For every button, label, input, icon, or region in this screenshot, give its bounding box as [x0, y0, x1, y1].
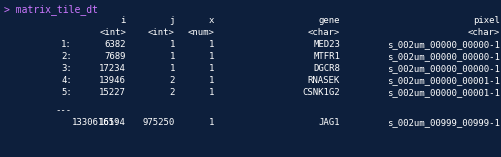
Text: 1: 1 — [208, 40, 213, 49]
Text: MED23: MED23 — [313, 40, 339, 49]
Text: pixel: pixel — [472, 16, 499, 25]
Text: s_002um_00000_00001-1: s_002um_00000_00001-1 — [386, 88, 499, 97]
Text: JAG1: JAG1 — [318, 118, 339, 127]
Text: 1: 1 — [208, 64, 213, 73]
Text: MTFR1: MTFR1 — [313, 52, 339, 61]
Text: 1: 1 — [208, 76, 213, 85]
Text: <int>: <int> — [148, 28, 175, 37]
Text: 2: 2 — [169, 88, 175, 97]
Text: 2:: 2: — [61, 52, 72, 61]
Text: CSNK1G2: CSNK1G2 — [302, 88, 339, 97]
Text: 1: 1 — [169, 64, 175, 73]
Text: 7689: 7689 — [104, 52, 126, 61]
Text: <num>: <num> — [187, 28, 213, 37]
Text: 16594: 16594 — [99, 118, 126, 127]
Text: s_002um_00999_00999-1: s_002um_00999_00999-1 — [386, 118, 499, 127]
Text: 975250: 975250 — [142, 118, 175, 127]
Text: 6382: 6382 — [104, 40, 126, 49]
Text: <int>: <int> — [99, 28, 126, 37]
Text: x: x — [208, 16, 213, 25]
Text: 2: 2 — [169, 76, 175, 85]
Text: <char>: <char> — [307, 28, 339, 37]
Text: > matrix_tile_dt: > matrix_tile_dt — [4, 4, 98, 15]
Text: i: i — [120, 16, 126, 25]
Text: 1: 1 — [208, 118, 213, 127]
Text: DGCR8: DGCR8 — [313, 64, 339, 73]
Text: gene: gene — [318, 16, 339, 25]
Text: s_002um_00000_00000-1: s_002um_00000_00000-1 — [386, 52, 499, 61]
Text: 1:: 1: — [61, 40, 72, 49]
Text: RNASEK: RNASEK — [307, 76, 339, 85]
Text: 4:: 4: — [61, 76, 72, 85]
Text: 15227: 15227 — [99, 88, 126, 97]
Text: j: j — [169, 16, 175, 25]
Text: s_002um_00000_00001-1: s_002um_00000_00001-1 — [386, 76, 499, 85]
Text: 13946: 13946 — [99, 76, 126, 85]
Text: 1: 1 — [169, 52, 175, 61]
Text: 1: 1 — [208, 88, 213, 97]
Text: 1: 1 — [208, 52, 213, 61]
Text: 1: 1 — [169, 40, 175, 49]
Text: <char>: <char> — [467, 28, 499, 37]
Text: 5:: 5: — [61, 88, 72, 97]
Text: 17234: 17234 — [99, 64, 126, 73]
Text: ---: --- — [55, 106, 71, 115]
Text: s_002um_00000_00000-1: s_002um_00000_00000-1 — [386, 64, 499, 73]
Text: 13306161:: 13306161: — [72, 118, 120, 127]
Text: s_002um_00000_00000-1: s_002um_00000_00000-1 — [386, 40, 499, 49]
Text: 3:: 3: — [61, 64, 72, 73]
